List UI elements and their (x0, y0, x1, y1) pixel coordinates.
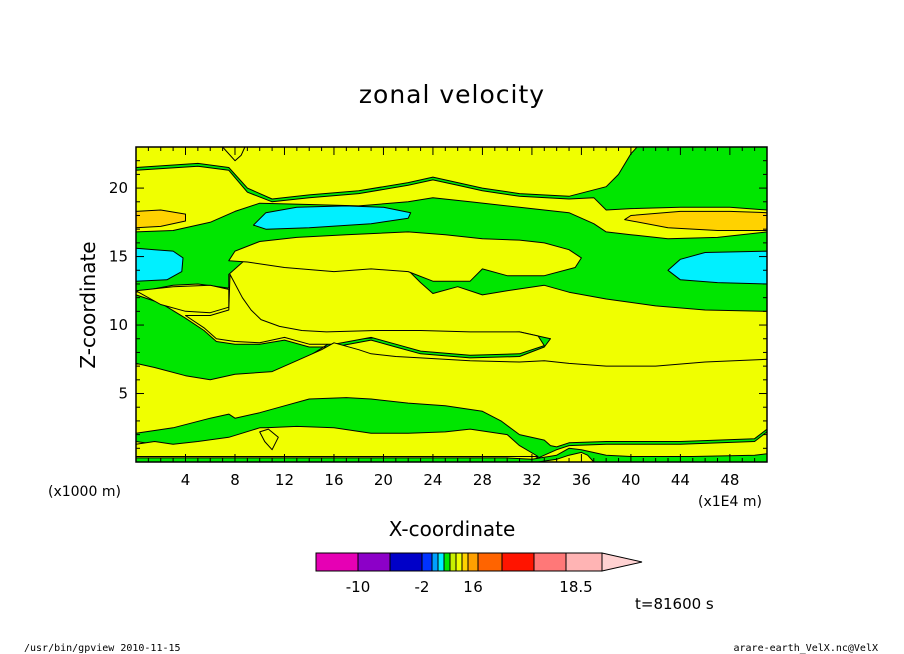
contour-region-yellow-5 (135, 165, 768, 240)
colorbar-swatch (389, 552, 423, 572)
contour-region-yellow-8 (185, 273, 545, 356)
y-axis-label: Z-coordinate (76, 241, 100, 368)
y-tick-label: 20 (109, 179, 128, 197)
y-tick-label: 10 (109, 316, 128, 334)
footer-left: /usr/bin/gpview 2010-11-15 (24, 643, 181, 654)
colorbar-tick-label: -2 (415, 578, 430, 596)
chart-title: zonal velocity (359, 80, 545, 109)
x-tick-label: 20 (374, 471, 393, 489)
colorbar-swatch (449, 552, 457, 572)
x-tick-label: 12 (275, 471, 294, 489)
y-unit-label: (x1000 m) (48, 484, 121, 500)
x-tick-label: 44 (671, 471, 690, 489)
colorbar-swatch (461, 552, 469, 572)
contour-region-green-3 (135, 447, 768, 463)
plot-frame (135, 146, 768, 463)
x-tick-label: 36 (572, 471, 591, 489)
colorbar-swatch (443, 552, 451, 572)
colorbar-swatch (421, 552, 433, 572)
colorbar-swatch (455, 552, 463, 572)
y-axis-ticks: 5 10 15 20 (109, 160, 767, 449)
x-tick-label: 32 (522, 471, 541, 489)
colorbar-swatch (437, 552, 445, 572)
x-tick-label: 40 (621, 471, 640, 489)
y-tick-label: 15 (109, 248, 128, 266)
colorbar-swatch (315, 552, 359, 572)
colorbar: -10 -2 1 6 18.5 (315, 552, 643, 596)
footer-right: arare-earth_VelX.nc@VelX (734, 643, 879, 654)
colorbar-swatch (533, 552, 567, 572)
contour-region-orange-16 (624, 210, 768, 231)
contour-region-yellow-10 (135, 425, 539, 457)
colorbar-tick-label: 6 (473, 578, 483, 596)
x-tick-label: 28 (473, 471, 492, 489)
x-tick-label: 16 (324, 471, 343, 489)
contour-region-yellow-6 (228, 231, 582, 282)
x-unit-label: (x1E4 m) (698, 494, 762, 510)
colorbar-swatch (501, 552, 535, 572)
colorbar-tick-label: 1 (463, 578, 473, 596)
x-tick-label: 24 (423, 471, 442, 489)
colorbar-swatch (477, 552, 503, 572)
x-tick-label: 4 (181, 471, 191, 489)
colorbar-extend-arrow (601, 552, 643, 572)
x-tick-label: 48 (720, 471, 739, 489)
contour-region-cyan-14 (667, 250, 768, 285)
colorbar-tick-label: 18.5 (559, 578, 592, 596)
colorbar-swatch (565, 552, 603, 572)
time-annotation: t=81600 s (635, 595, 714, 613)
colorbar-swatch (431, 552, 439, 572)
y-tick-label: 5 (118, 385, 128, 403)
colorbar-swatch (357, 552, 391, 572)
contour-region-yellow-9 (135, 342, 768, 448)
colorbar-tick-label: -10 (346, 578, 371, 596)
colorbar-swatch (467, 552, 479, 572)
contour-region-cyan-12 (253, 205, 412, 230)
contour-region-cyan-13 (135, 247, 184, 282)
x-axis-ticks: 4 8 12 16 20 24 28 32 36 40 44 48 (147, 147, 756, 489)
contour-region-yellow-11 (259, 428, 279, 451)
x-axis-label: X-coordinate (389, 517, 516, 541)
plot-area (135, 146, 768, 463)
x-tick-label: 8 (230, 471, 240, 489)
